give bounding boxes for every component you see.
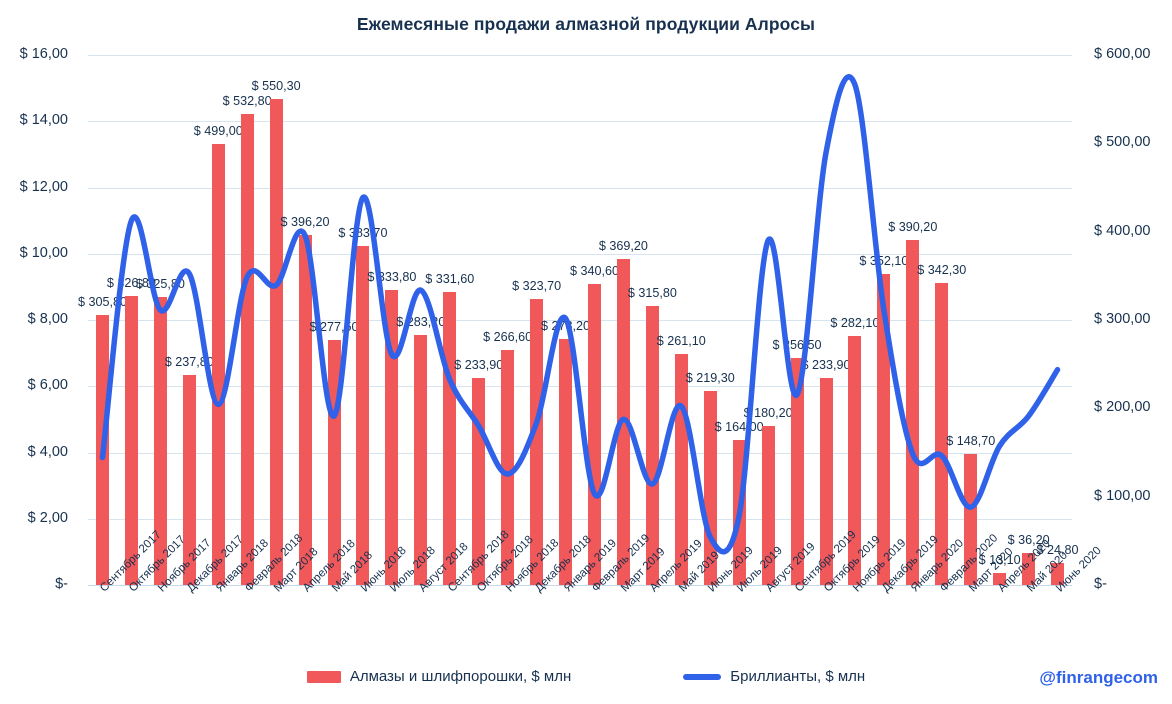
bar[interactable] [1022,553,1036,585]
y-axis-right-tick: $ 200,00 [1094,399,1151,416]
bar[interactable] [211,144,225,585]
legend-item[interactable]: Бриллианты, $ млн [683,668,865,685]
bar-value-label: $ 305,80 [77,294,127,309]
y-axis-left-tick: $ 12,00 [19,178,68,195]
bar-value-label: $ 24,80 [1036,543,1079,558]
bar[interactable] [124,296,138,585]
bar[interactable] [182,374,196,585]
bar-value-label: $ 233,90 [454,358,504,373]
legend-line-swatch-icon [683,673,722,680]
y-axis-right-tick: $- [1094,576,1107,592]
legend-bar-swatch-icon [306,670,341,683]
bar-value-label: $ 13,10 [978,553,1021,568]
bar[interactable] [530,299,544,585]
plot-area: $ 305,80 $ 326,80 $ 325,80 $ 237,80 $ 499,00… [78,55,1079,586]
diamonds-line-path [99,74,1061,555]
bar-value-label: $ 532,80 [222,94,272,109]
watermark: @finrangecom [1039,668,1158,687]
gridline [88,253,1072,255]
bar-value-label: $ 342,30 [917,262,967,277]
bar[interactable] [153,297,167,585]
bar[interactable] [935,282,949,585]
bar[interactable] [703,391,717,585]
bar-value-label: $ 282,10 [830,315,880,330]
chart-title: Ежемесяные продажи алмазной продукции Ал… [356,14,816,34]
bar[interactable] [761,425,775,585]
bar-value-label: $ 352,10 [859,253,909,268]
gridline [88,55,1072,56]
bar-value-label: $ 180,20 [743,405,793,420]
y-axis-right-tick: $ 100,00 [1094,487,1151,504]
bar[interactable] [993,573,1007,585]
y-axis-left-tick: $- [55,576,68,592]
bar-value-label: $ 325,80 [135,277,185,292]
y-axis-right-tick: $ 300,00 [1094,311,1151,327]
line-series [99,74,1061,555]
bar[interactable] [385,290,399,585]
gridline [88,585,1072,586]
bar[interactable] [501,349,515,585]
bar-value-label: $ 390,20 [888,220,938,235]
bar[interactable] [819,378,833,585]
legend-item-label: Алмазы и шлифпорошки, $ млн [349,668,572,685]
bar-value-label: $ 266,60 [483,329,533,344]
bar-value-label: $ 396,20 [280,215,330,230]
y-axis-left-tick: $ 16,00 [19,46,68,62]
y-axis-left-tick: $ 6,00 [27,377,68,394]
bar-value-label: $ 261,10 [656,334,706,349]
legend-item[interactable]: Алмазы и шлифпорошки, $ млн [306,668,572,685]
bar[interactable] [356,246,370,585]
gridline [88,320,1072,321]
bar[interactable] [645,306,659,585]
bar[interactable] [414,334,428,585]
bar[interactable] [559,339,573,585]
y-axis-right: $ 600,00 $ 500,00 $ 400,00 $ 300,00 $ 200,00… [1080,47,1172,591]
bar-value-label: $ 219,30 [685,371,735,386]
bar[interactable] [964,453,978,585]
bar[interactable] [587,284,601,585]
bar-value-label: $ 36,20 [1007,533,1050,548]
bar[interactable] [269,98,283,585]
y-axis-left-tick: $ 10,00 [19,244,68,261]
x-axis-categories: Сентябрь 2017 Октябрь 2017 Ноябрь 2017 Дека… [88,528,1104,666]
y-axis-left-tick: $ 4,00 [27,443,68,460]
chart-legend: Алмазы и шлифпорошки, $ млн Бриллианты, $… [0,668,1172,685]
bar-value-label: $ 233,90 [801,358,851,373]
y-axis-left-tick: $ 8,00 [27,311,68,327]
bar-value-label: $ 148,70 [946,433,996,448]
bar-value-label: $ 315,80 [627,286,677,301]
bar[interactable] [877,273,891,585]
gridline [88,518,1072,520]
y-axis-right-tick: $ 600,00 [1094,46,1151,62]
bar[interactable] [906,240,920,585]
y-axis-right-tick: $ 400,00 [1094,222,1151,239]
gridline [88,187,1072,189]
bar-value-label: $ 237,80 [164,354,214,369]
bar[interactable] [1051,563,1065,585]
bar-value-label: $ 369,20 [598,238,648,253]
y-axis-left: $ 16,00 $ 14,00 $ 12,00 $ 10,00 $ 8,00 $ 6,00… [0,47,80,591]
bar[interactable] [790,358,804,585]
gridline [88,452,1072,454]
bar-value-label: $ 278,20 [541,319,591,334]
bar[interactable] [848,335,862,585]
gridline [88,121,1072,123]
bar-value-label: $ 550,30 [251,78,301,93]
y-axis-left-tick: $ 2,00 [27,509,68,526]
bar-value-label: $ 340,60 [569,264,619,279]
bar-value-label: $ 331,60 [425,272,475,287]
bar[interactable] [240,114,254,585]
bar[interactable] [298,235,312,585]
bar-value-label: $ 323,70 [512,279,562,294]
legend-item-label: Бриллианты, $ млн [730,668,866,685]
y-axis-right-tick: $ 500,00 [1094,134,1151,151]
bar-value-label: $ 499,00 [193,124,243,139]
bar-series: $ 305,80 $ 326,80 $ 325,80 $ 237,80 $ 499,00… [78,55,1079,585]
y-axis-left-tick: $ 14,00 [19,112,68,129]
